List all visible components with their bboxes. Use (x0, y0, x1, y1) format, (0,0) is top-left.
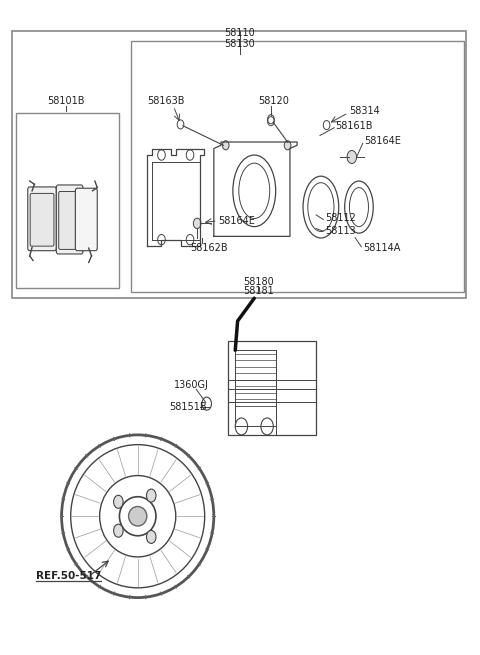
Circle shape (146, 531, 156, 544)
Text: 58112: 58112 (324, 213, 356, 223)
Text: 58101B: 58101B (48, 96, 85, 106)
Text: 58180: 58180 (244, 277, 275, 287)
FancyBboxPatch shape (56, 185, 83, 254)
Text: 58113: 58113 (324, 226, 356, 236)
Bar (12, 31, 466, 298)
Text: 58130: 58130 (225, 39, 255, 48)
Circle shape (284, 141, 291, 150)
Text: 58110: 58110 (225, 28, 255, 39)
Text: 58161B: 58161B (335, 121, 372, 131)
Circle shape (114, 524, 123, 537)
Circle shape (193, 218, 201, 229)
Ellipse shape (129, 506, 147, 526)
Text: 58114A: 58114A (363, 243, 400, 253)
Bar (131, 41, 464, 291)
FancyBboxPatch shape (59, 191, 81, 250)
Text: 58120: 58120 (258, 96, 289, 106)
Text: 58181: 58181 (244, 286, 275, 296)
FancyBboxPatch shape (30, 193, 54, 246)
Bar (16, 113, 119, 288)
Text: 58151B: 58151B (169, 402, 206, 412)
Text: 58164E: 58164E (365, 136, 402, 146)
Circle shape (114, 495, 123, 508)
Bar (235, 350, 276, 426)
Text: 1360GJ: 1360GJ (174, 380, 209, 390)
FancyBboxPatch shape (75, 188, 97, 251)
Text: 58314: 58314 (349, 106, 380, 117)
FancyBboxPatch shape (28, 187, 56, 251)
Text: REF.50-517: REF.50-517 (36, 571, 101, 581)
Bar (228, 341, 316, 435)
Circle shape (347, 151, 357, 164)
Circle shape (146, 489, 156, 502)
Circle shape (222, 141, 229, 150)
Text: 58163B: 58163B (147, 96, 185, 106)
Text: 58162B: 58162B (190, 243, 228, 253)
Text: 58164E: 58164E (218, 215, 255, 226)
